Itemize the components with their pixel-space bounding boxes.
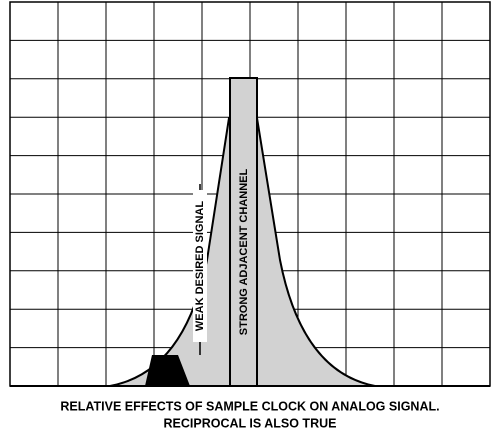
caption: RECIPROCAL IS ALSO TRUE bbox=[164, 416, 337, 430]
label-background bbox=[193, 190, 207, 342]
weak-signal-shape bbox=[145, 355, 190, 386]
strong-channel-label: STRONG ADJACENT CHANNEL bbox=[238, 169, 250, 336]
weak-signal-label: WEAK DESIRED SIGNAL bbox=[194, 201, 206, 331]
caption: RELATIVE EFFECTS OF SAMPLE CLOCK ON ANAL… bbox=[60, 399, 439, 413]
